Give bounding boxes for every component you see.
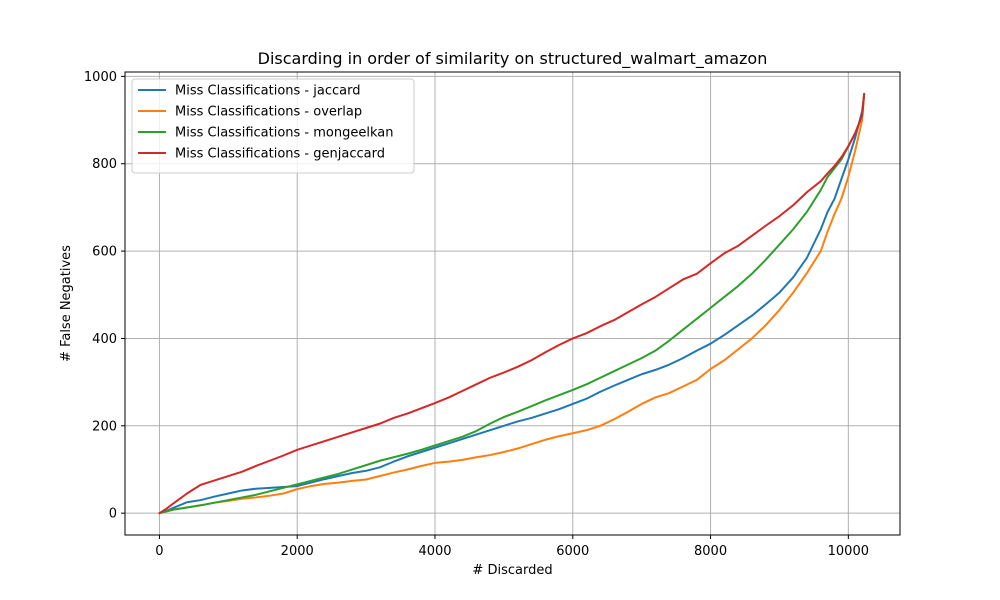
x-tick-label: 10000 <box>828 544 869 559</box>
x-tick-label: 2000 <box>281 544 314 559</box>
series-line-1 <box>158 92 866 515</box>
x-axis-title: # Discarded <box>472 563 552 578</box>
y-tick-label: 0 <box>109 507 117 522</box>
y-tick-label: 200 <box>92 419 117 434</box>
legend-label: Miss Classifications - overlap <box>175 105 362 120</box>
series-line-2 <box>158 92 866 515</box>
legend-label: Miss Classifications - mongeelkan <box>175 126 393 141</box>
series-lines <box>158 92 866 515</box>
grid <box>125 72 900 535</box>
y-tick-label: 600 <box>92 245 117 260</box>
series-line-4 <box>158 92 866 515</box>
legend-label: Miss Classifications - jaccard <box>175 84 360 99</box>
x-tick-label: 6000 <box>556 544 589 559</box>
x-tick-label: 4000 <box>418 544 451 559</box>
x-tick-label: 8000 <box>694 544 727 559</box>
y-tick-label: 800 <box>92 157 117 172</box>
x-tick-label: 0 <box>155 544 163 559</box>
chart-title: Discarding in order of similarity on str… <box>258 49 768 69</box>
legend-box <box>131 78 415 174</box>
legend: Miss Classifications - jaccard Miss Class… <box>131 78 415 174</box>
y-tick-label: 1000 <box>84 70 117 85</box>
plot-area-frame <box>124 71 901 536</box>
axis-ticks: 0 2000 4000 6000 8000 10000 0 200 400 600 800 1000 <box>84 70 869 559</box>
y-axis-title: # False Negatives <box>59 245 74 362</box>
legend-label: Miss Classifications - genjaccard <box>175 147 385 162</box>
series-line-3 <box>158 92 866 515</box>
y-tick-label: 400 <box>92 332 117 347</box>
